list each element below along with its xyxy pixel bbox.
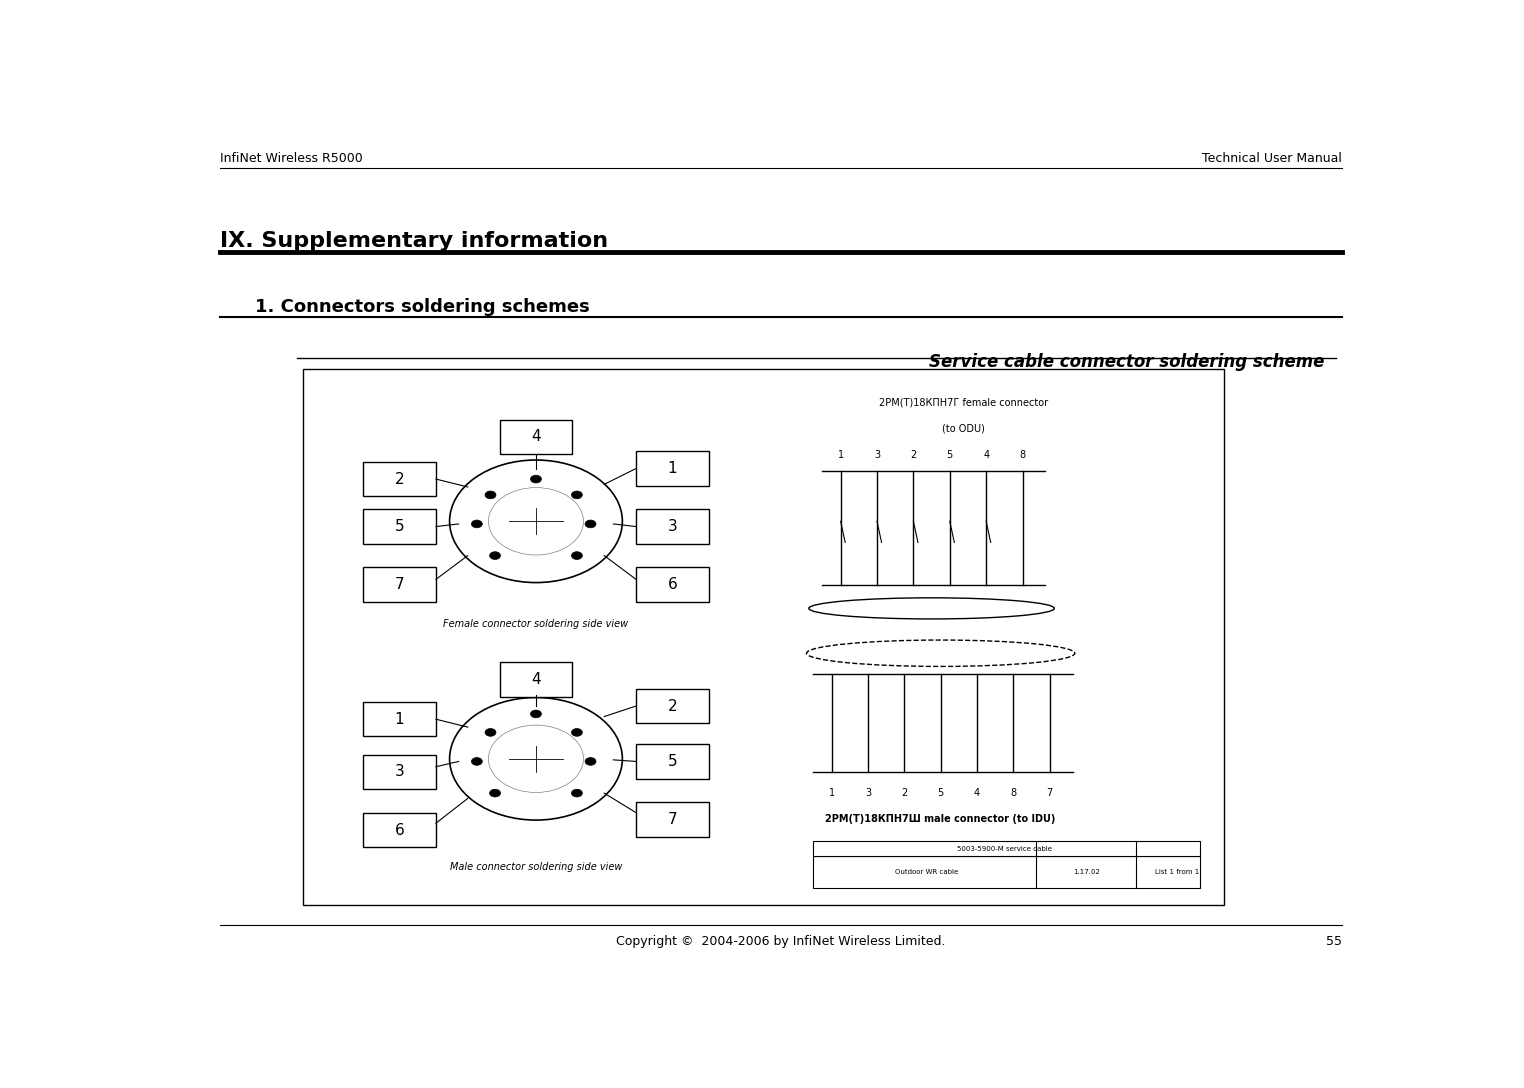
Ellipse shape [572, 491, 582, 498]
Text: 7: 7 [1047, 788, 1053, 799]
Bar [363, 755, 436, 789]
Text: 3: 3 [873, 450, 879, 460]
Ellipse shape [489, 789, 500, 798]
Bar [636, 509, 709, 544]
Bar [636, 452, 709, 485]
Text: 4: 4 [532, 672, 541, 688]
Text: IX. Supplementary information: IX. Supplementary information [219, 231, 608, 251]
Text: 8: 8 [1020, 450, 1026, 460]
Text: List 1 from 1: List 1 from 1 [1155, 869, 1199, 875]
Text: 4: 4 [983, 450, 989, 460]
Bar [636, 744, 709, 779]
Text: Service cable connector soldering scheme: Service cable connector soldering scheme [930, 353, 1324, 371]
Text: (to ODU): (to ODU) [942, 424, 985, 434]
Text: Copyright ©  2004-2006 by InfiNet Wireless Limited.: Copyright © 2004-2006 by InfiNet Wireles… [616, 935, 946, 948]
Text: 8: 8 [1010, 788, 1017, 799]
Bar [500, 663, 573, 696]
Bar [636, 568, 709, 602]
Ellipse shape [585, 520, 596, 528]
Ellipse shape [572, 789, 582, 798]
Text: 2: 2 [910, 450, 916, 460]
Text: 55: 55 [1326, 935, 1343, 948]
Text: 1.17.02: 1.17.02 [1073, 869, 1100, 875]
Ellipse shape [471, 520, 482, 528]
Text: 6: 6 [668, 577, 677, 592]
Ellipse shape [530, 710, 541, 718]
Ellipse shape [471, 757, 482, 765]
Ellipse shape [450, 460, 622, 582]
Ellipse shape [806, 640, 1074, 667]
Text: 2: 2 [668, 698, 677, 714]
Text: 1: 1 [829, 788, 835, 799]
Text: Male connector soldering side view: Male connector soldering side view [450, 862, 622, 871]
Text: 1: 1 [395, 712, 404, 727]
Ellipse shape [485, 491, 495, 498]
Bar [363, 509, 436, 544]
Text: 6: 6 [395, 823, 404, 838]
Text: 4: 4 [974, 788, 980, 799]
Text: 1: 1 [838, 450, 844, 460]
Bar [363, 702, 436, 737]
Bar [636, 689, 709, 724]
Bar [363, 568, 436, 602]
Text: Technical User Manual: Technical User Manual [1202, 151, 1343, 164]
Text: 2РМ(Т)18КПН7Ш male connector (to IDU): 2РМ(Т)18КПН7Ш male connector (to IDU) [826, 815, 1056, 825]
Bar [814, 856, 1199, 888]
Ellipse shape [530, 475, 541, 483]
Ellipse shape [585, 757, 596, 765]
Ellipse shape [572, 729, 582, 737]
Ellipse shape [450, 697, 622, 820]
Ellipse shape [809, 597, 1055, 619]
Text: 4: 4 [532, 430, 541, 444]
Bar [363, 462, 436, 496]
Text: 1: 1 [668, 461, 677, 477]
Bar [500, 420, 573, 454]
Text: 1. Connectors soldering schemes: 1. Connectors soldering schemes [256, 298, 590, 317]
Text: 7: 7 [395, 577, 404, 592]
Text: 5: 5 [395, 519, 404, 534]
Bar [303, 369, 1224, 905]
Text: 3: 3 [864, 788, 872, 799]
Text: 5: 5 [937, 788, 943, 799]
Text: 5: 5 [668, 754, 677, 769]
Ellipse shape [485, 729, 495, 737]
Text: Outdoor WR cable: Outdoor WR cable [896, 869, 959, 875]
Text: Female connector soldering side view: Female connector soldering side view [443, 619, 628, 629]
Ellipse shape [489, 552, 500, 559]
Text: 5: 5 [946, 450, 952, 460]
Text: 2РМ(Т)18КПН7Г female connector: 2РМ(Т)18КПН7Г female connector [879, 397, 1049, 408]
Bar [814, 841, 1199, 856]
Bar [363, 813, 436, 848]
Text: 2: 2 [901, 788, 907, 799]
Text: 3: 3 [395, 765, 404, 779]
Text: 5003-5900-M service cable: 5003-5900-M service cable [957, 845, 1052, 852]
Bar [636, 802, 709, 837]
Text: 2: 2 [395, 471, 404, 486]
Text: 7: 7 [668, 812, 677, 827]
Ellipse shape [572, 552, 582, 559]
Text: 3: 3 [668, 519, 677, 534]
Text: InfiNet Wireless R5000: InfiNet Wireless R5000 [219, 151, 363, 164]
